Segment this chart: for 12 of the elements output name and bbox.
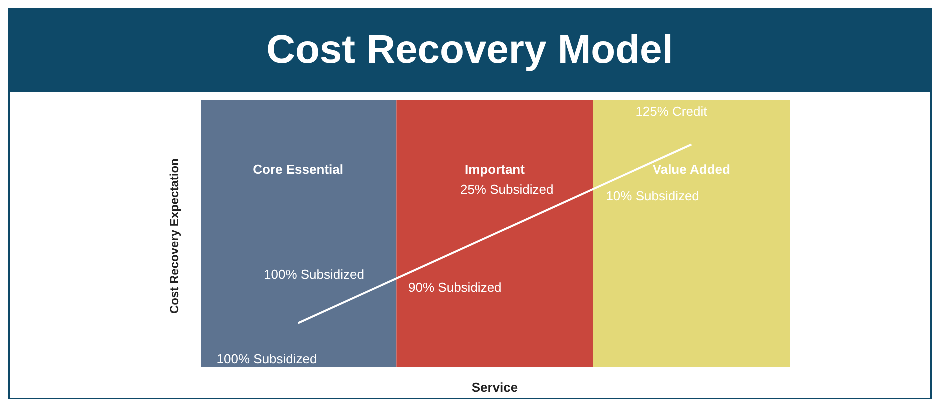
annotation: 10% Subsidized — [606, 188, 700, 204]
y-axis-title: Cost Recovery Expectation — [167, 158, 182, 314]
x-tick-label: Value Added — [652, 162, 730, 177]
x-tick-label: Core Essential — [253, 162, 344, 177]
annotation: 100% Subsidized — [216, 352, 318, 367]
annotation: 25% Subsidized — [460, 182, 554, 197]
annotation: 90% Subsidized — [408, 280, 502, 296]
annotation: 100% Subsidized — [264, 266, 364, 282]
chart-title: Cost Recovery Model — [266, 27, 674, 74]
text: 125% Credit — [636, 104, 708, 119]
x-tick-label: Important — [465, 162, 526, 177]
x-axis-title: Service — [472, 380, 518, 395]
